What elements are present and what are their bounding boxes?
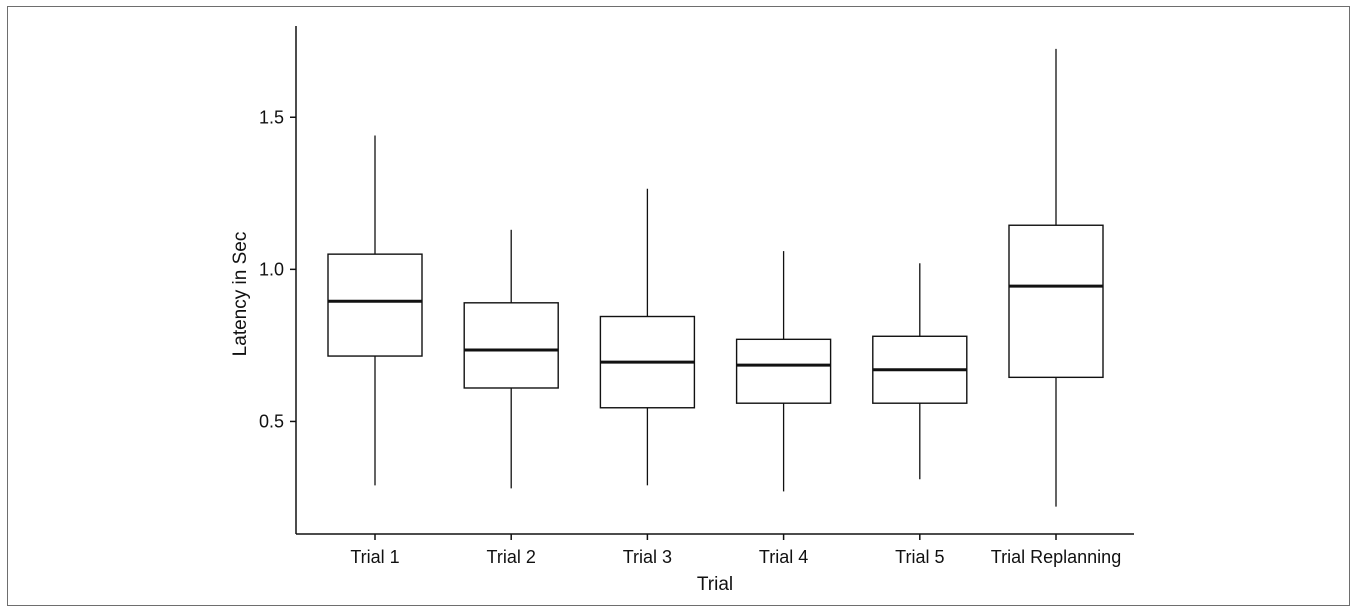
x-tick-label: Trial 2 — [487, 547, 536, 567]
x-tick-label: Trial 1 — [350, 547, 399, 567]
box-iqr — [463, 302, 559, 389]
box-group — [1008, 48, 1104, 507]
box-iqr — [1008, 224, 1104, 379]
y-axis-ticks: 0.5 1.0 1.5 — [259, 107, 296, 431]
box-group — [463, 229, 559, 489]
y-tick-label: 1.5 — [259, 107, 284, 127]
box-iqr — [327, 253, 423, 357]
axes — [295, 26, 1134, 535]
box-iqr — [735, 338, 832, 404]
x-tick-label: Trial 3 — [623, 547, 672, 567]
box-group — [599, 188, 696, 486]
x-tick-label: Trial Replanning — [991, 547, 1121, 567]
x-tick-label: Trial 4 — [759, 547, 808, 567]
x-axis-title: Trial — [697, 574, 733, 594]
box-group — [327, 135, 423, 486]
boxes — [327, 48, 1104, 507]
y-tick-label: 0.5 — [259, 411, 284, 431]
box-group — [872, 263, 968, 480]
y-axis-title: Latency in Sec — [230, 232, 251, 357]
box-group — [735, 251, 832, 492]
x-tick-label: Trial 5 — [895, 547, 944, 567]
y-tick-label: 1.0 — [259, 259, 284, 279]
x-axis-ticks: Trial 1 Trial 2 Trial 3 Trial 4 Trial 5 Trial… — [350, 534, 1121, 567]
